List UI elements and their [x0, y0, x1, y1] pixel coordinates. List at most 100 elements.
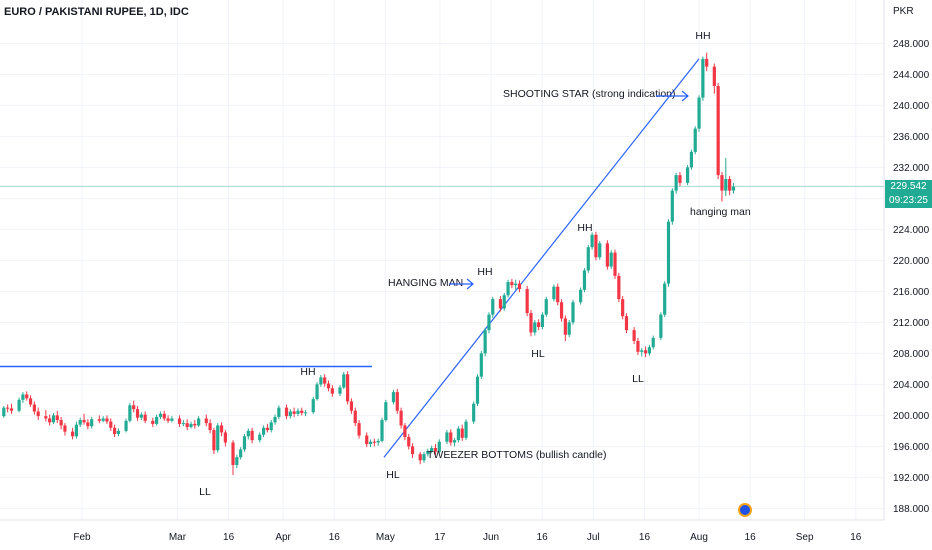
candle-down — [594, 234, 598, 258]
x-tick-label: 16 — [223, 532, 235, 543]
candle-up — [514, 283, 518, 286]
candle-down — [617, 275, 621, 300]
y-tick-label: 224.000 — [893, 225, 930, 236]
candle-up — [693, 128, 697, 152]
x-tick-label: 16 — [329, 532, 341, 543]
candle-up — [670, 190, 674, 222]
candle-down — [219, 425, 224, 433]
candle-up — [674, 175, 678, 191]
candle-up — [273, 416, 277, 423]
candle-up — [579, 289, 583, 303]
label-hh-top: HH — [695, 30, 710, 42]
candle-down — [44, 416, 48, 419]
candle-down — [624, 316, 629, 331]
candle-down — [525, 289, 529, 314]
candle-down — [728, 179, 732, 191]
candle-up — [456, 428, 460, 441]
x-tick-label: Sep — [796, 532, 814, 543]
candle-down — [330, 388, 334, 394]
candle-down — [6, 407, 10, 409]
annotation-hanging-man-lower: hanging man — [690, 206, 751, 218]
candle-up — [296, 410, 300, 414]
candle-down — [720, 175, 724, 191]
y-tick-label: 236.000 — [893, 132, 930, 143]
candle-up — [567, 322, 571, 335]
candle-down — [632, 330, 636, 341]
candle-down — [36, 411, 40, 417]
candle-up — [475, 376, 480, 404]
y-tick-label: 212.000 — [893, 318, 930, 329]
candle-up — [571, 302, 575, 323]
countdown-label: 09:23:25 — [885, 194, 932, 208]
candle-up — [158, 413, 163, 417]
arrow-hanging-man — [449, 278, 474, 290]
y-tick-label: 200.000 — [893, 411, 930, 422]
candle-up — [479, 353, 483, 377]
candle-up — [724, 179, 728, 191]
candle-down — [193, 423, 197, 426]
candle-down — [63, 425, 67, 432]
y-tick-label: 204.000 — [893, 380, 930, 391]
arrow-shooting-star — [656, 90, 689, 102]
candle-up — [598, 243, 602, 258]
y-tick-label: 244.000 — [893, 70, 930, 81]
candle-down — [563, 318, 567, 335]
y-tick-label: 216.000 — [893, 287, 930, 298]
candle-down — [460, 428, 464, 438]
annotation-shooting-star: SHOOTING STAR (strong indication) — [503, 88, 676, 100]
candle-up — [74, 424, 78, 437]
currency-label: PKR — [893, 6, 914, 17]
candle-down — [403, 425, 407, 438]
candle-up — [319, 377, 323, 385]
candle-down — [395, 392, 399, 411]
candle-down — [109, 421, 113, 428]
candle-up — [288, 411, 292, 417]
candle-up — [701, 58, 705, 98]
candle-up — [582, 270, 587, 290]
candle-down — [135, 409, 140, 418]
candle-up — [666, 221, 671, 284]
candle-up — [437, 441, 441, 452]
candle-up — [315, 384, 319, 400]
candle-up — [189, 423, 193, 427]
label-ll-jul: LL — [632, 373, 644, 385]
candle-up — [342, 374, 346, 388]
y-tick-label: 196.000 — [893, 442, 930, 453]
candle-down — [537, 322, 541, 328]
candle-down — [372, 441, 376, 443]
event-badge-icon[interactable] — [738, 503, 752, 517]
candle-down — [407, 437, 411, 447]
candle-down — [113, 427, 117, 434]
candle-up — [540, 314, 545, 328]
candle-down — [517, 283, 522, 290]
annotation-tweezer-bottoms: TWEEZER BOTTOMS (bullish candle) — [427, 449, 607, 461]
candle-down — [86, 422, 90, 427]
candle-down — [212, 430, 216, 451]
candle-down — [529, 313, 533, 333]
candle-up — [2, 407, 6, 417]
candle-up — [487, 314, 491, 331]
candle-up — [731, 186, 736, 191]
candle-up — [304, 412, 308, 414]
candle-up — [197, 418, 201, 426]
y-tick-label: 232.000 — [893, 163, 930, 174]
candle-up — [422, 454, 426, 461]
candle-up — [426, 451, 430, 455]
x-tick-label: Apr — [275, 532, 291, 543]
candle-up — [90, 419, 94, 427]
candle-down — [82, 420, 86, 423]
candle-down — [231, 442, 235, 465]
candle-down — [25, 394, 29, 399]
candle-down — [132, 405, 136, 410]
candle-up — [380, 420, 384, 441]
candle-down — [621, 299, 625, 317]
x-tick-label: 16 — [850, 532, 862, 543]
x-tick-label: Aug — [690, 532, 708, 543]
candle-down — [613, 252, 617, 276]
x-tick-label: May — [376, 532, 395, 543]
candle-up — [686, 167, 690, 183]
candle-down — [48, 418, 52, 423]
candle-down — [265, 427, 269, 431]
candle-down — [712, 66, 716, 86]
